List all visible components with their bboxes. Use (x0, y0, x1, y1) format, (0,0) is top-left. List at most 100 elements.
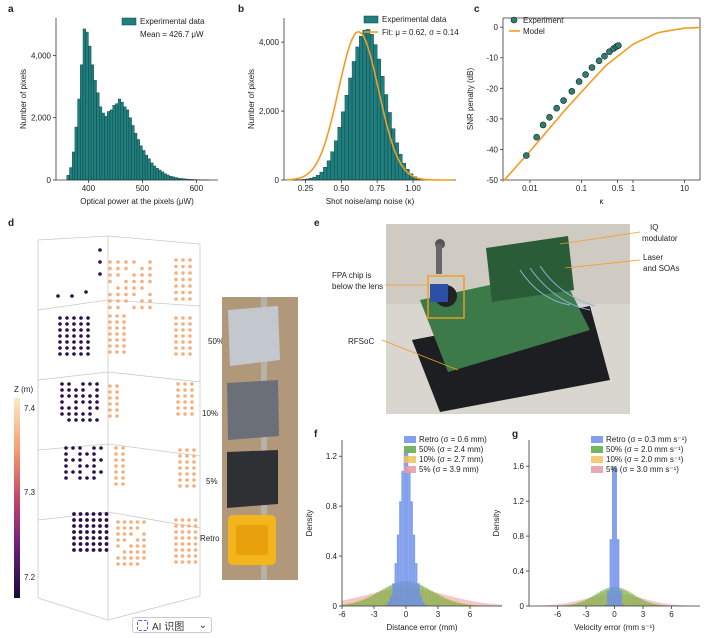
cloud-point (116, 538, 120, 542)
cloud-point (65, 334, 69, 338)
legend-marker-experiment (511, 17, 517, 23)
cloud-point (181, 265, 185, 269)
density-bar (397, 535, 399, 606)
density-bar (438, 595, 440, 606)
cloud-point (108, 390, 112, 394)
density-bar (390, 595, 392, 606)
cloud-point (174, 297, 178, 301)
density-bar (602, 590, 604, 606)
cloud-point (194, 524, 198, 528)
cloud-point (115, 414, 119, 418)
density-bar (395, 563, 397, 606)
cloud-point (174, 524, 178, 528)
x-tick-label: 500 (136, 184, 150, 193)
histogram-bar (164, 174, 167, 180)
x-tick-label: 0 (612, 610, 617, 619)
histogram-bar (388, 112, 392, 180)
density-bar (583, 601, 585, 606)
cloud-point (185, 466, 189, 470)
cloud-point (85, 524, 89, 528)
density-bar (353, 603, 355, 606)
target-5-percent (227, 450, 278, 508)
experiment-point (589, 65, 595, 71)
y-tick-label: 0 (520, 602, 525, 611)
density-bar (388, 602, 390, 606)
legend-swatch (404, 466, 416, 473)
cloud-point (136, 538, 140, 542)
target-label-5: 5% (206, 477, 218, 486)
cloud-point (114, 464, 118, 468)
cloud-point (115, 408, 119, 412)
cloud-point (72, 542, 76, 546)
legend-swatch (591, 466, 603, 473)
panel-label-a: a (8, 4, 14, 15)
cloud-point (124, 286, 128, 290)
cloud-point (79, 352, 83, 356)
cloud-point (148, 273, 152, 277)
cloud-point (108, 293, 112, 297)
cloud-point (183, 388, 187, 392)
density-bar (408, 471, 410, 606)
density-bar (644, 601, 646, 606)
cloud-point (92, 542, 96, 546)
cloud-point (71, 458, 75, 462)
cloud-point (92, 524, 96, 528)
x-tick-label: 600 (190, 184, 204, 193)
cloud-point (148, 260, 152, 264)
histogram-bar (115, 104, 118, 180)
cloud-point (132, 280, 136, 284)
cloud-point (132, 306, 136, 310)
cloud-point (187, 518, 191, 522)
cloud-point (176, 394, 180, 398)
cloud-point (129, 520, 133, 524)
cloud-point (181, 518, 185, 522)
cloud-point (88, 394, 92, 398)
cloud-point (79, 322, 83, 326)
x-axis-label: Shot noise/amp noise (κ) (326, 197, 415, 206)
histogram-bar (392, 129, 396, 180)
cloud-point (183, 406, 187, 410)
y-tick-label: -30 (486, 115, 498, 124)
cloud-point (129, 550, 133, 554)
targets-photo (222, 297, 298, 580)
cloud-point (88, 406, 92, 410)
cloud-point (79, 530, 83, 534)
cloud-point (176, 382, 180, 386)
x-tick-label: -3 (582, 610, 590, 619)
target-label-10: 10% (202, 409, 218, 418)
cloud-point (190, 400, 194, 404)
cloud-point (136, 520, 140, 524)
cloud-point (92, 464, 96, 468)
cloud-point (85, 518, 89, 522)
colorbar-tick-1: 7.4 (24, 404, 36, 413)
density-bar (595, 594, 597, 606)
histogram-bar (159, 170, 162, 180)
x-tick-label: -3 (370, 610, 378, 619)
cloud-point (84, 290, 88, 294)
cloud-point (60, 382, 64, 386)
cloud-point (185, 454, 189, 458)
target-label-50: 50% (208, 337, 224, 346)
histogram-bar (113, 105, 116, 180)
legend-label: 10% (σ = 2.7 mm) (419, 455, 484, 464)
cloud-point (115, 396, 119, 400)
histogram-bar (169, 176, 172, 180)
panel-label-d: d (8, 218, 14, 229)
cloud-point (188, 334, 192, 338)
cloud-point (79, 316, 83, 320)
cloud-point (67, 382, 71, 386)
cloud-point (142, 538, 146, 542)
cloud-point (79, 334, 83, 338)
histogram-bar (129, 118, 132, 180)
histogram-bar (363, 30, 367, 180)
cloud-point (85, 452, 89, 456)
cloud-point (190, 394, 194, 398)
cloud-point (192, 454, 196, 458)
ai-recognize-button[interactable]: AI 识图 ⌄ (132, 617, 212, 633)
cloud-point (116, 556, 120, 560)
cloud-point (72, 512, 76, 516)
cloud-point (174, 548, 178, 552)
cloud-point (116, 544, 120, 548)
cloud-point (74, 388, 78, 392)
